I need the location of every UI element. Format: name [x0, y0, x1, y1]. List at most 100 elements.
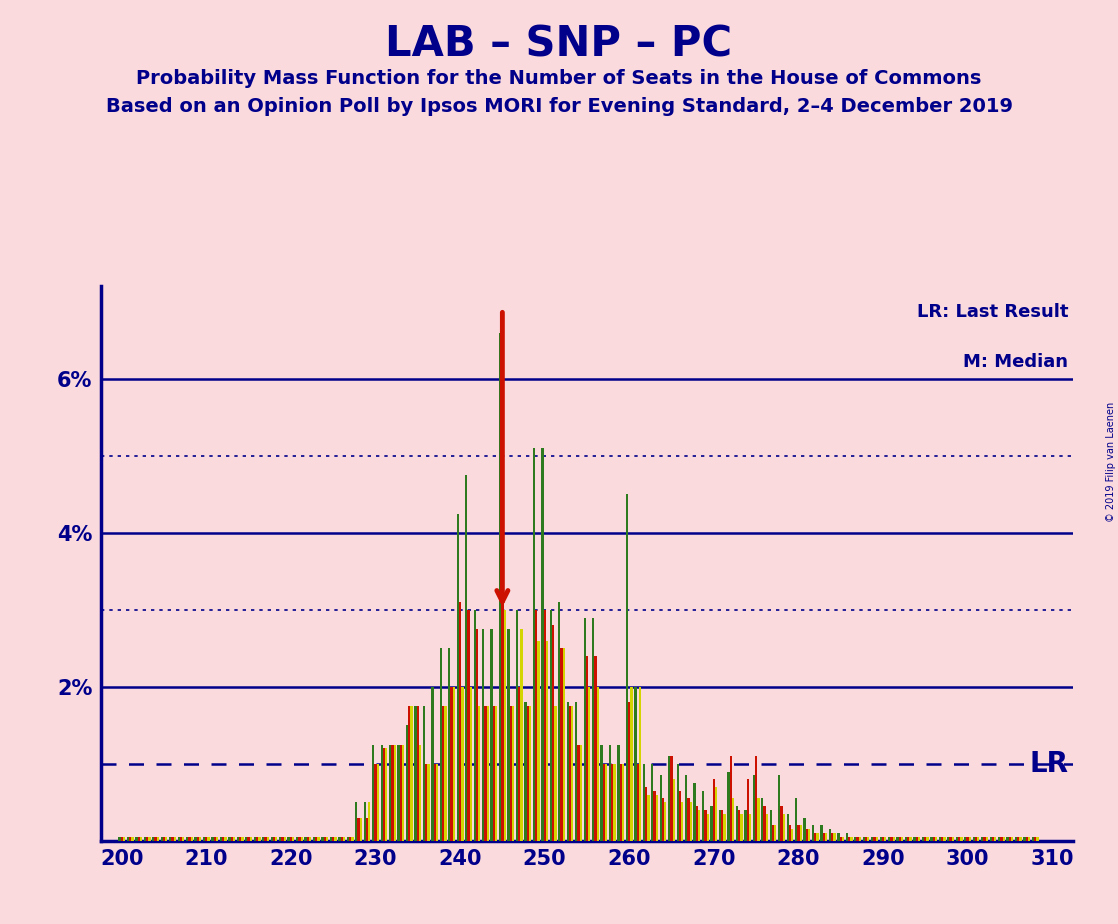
Bar [851, 837, 853, 841]
Bar [935, 837, 937, 841]
Bar [358, 818, 360, 841]
Text: M: Median: M: Median [964, 353, 1069, 371]
Bar [710, 806, 712, 841]
Bar [761, 798, 764, 841]
Bar [738, 810, 740, 841]
Bar [736, 806, 738, 841]
Bar [941, 837, 944, 841]
Text: © 2019 Filip van Laenen: © 2019 Filip van Laenen [1106, 402, 1116, 522]
Bar [144, 837, 146, 841]
Bar [406, 725, 408, 841]
Bar [171, 837, 173, 841]
Bar [799, 825, 802, 841]
Bar [600, 745, 603, 841]
Bar [888, 837, 890, 841]
Bar [247, 837, 249, 841]
Bar [197, 837, 199, 841]
Bar [356, 802, 358, 841]
Bar [149, 837, 151, 841]
Bar [597, 687, 599, 841]
Bar [890, 837, 892, 841]
Bar [131, 837, 134, 841]
Bar [899, 837, 901, 841]
Bar [154, 837, 157, 841]
Bar [562, 649, 565, 841]
Bar [584, 617, 586, 841]
Bar [880, 837, 882, 841]
Bar [595, 656, 597, 841]
Bar [732, 798, 735, 841]
Bar [656, 795, 659, 841]
Bar [913, 837, 916, 841]
Bar [707, 814, 709, 841]
Bar [702, 791, 704, 841]
Bar [1006, 837, 1008, 841]
Bar [347, 837, 349, 841]
Bar [188, 837, 190, 841]
Bar [609, 745, 612, 841]
Bar [654, 791, 656, 841]
Bar [989, 837, 992, 841]
Bar [323, 837, 325, 841]
Bar [960, 837, 963, 841]
Bar [451, 687, 453, 841]
Bar [916, 837, 918, 841]
Bar [309, 837, 311, 841]
Bar [157, 837, 159, 841]
Bar [499, 333, 501, 841]
Bar [394, 745, 396, 841]
Bar [626, 494, 628, 841]
Bar [704, 810, 707, 841]
Bar [135, 837, 138, 841]
Bar [195, 837, 197, 841]
Bar [375, 764, 377, 841]
Bar [795, 798, 797, 841]
Bar [859, 837, 861, 841]
Bar [603, 764, 605, 841]
Bar [203, 837, 206, 841]
Bar [508, 629, 510, 841]
Bar [265, 837, 267, 841]
Bar [321, 837, 323, 841]
Bar [868, 837, 870, 841]
Bar [757, 798, 759, 841]
Bar [503, 610, 505, 841]
Bar [638, 687, 641, 841]
Bar [745, 810, 747, 841]
Bar [956, 837, 958, 841]
Bar [845, 833, 849, 841]
Bar [662, 798, 664, 841]
Bar [510, 706, 512, 841]
Bar [771, 825, 774, 841]
Bar [434, 764, 436, 841]
Bar [792, 830, 794, 841]
Bar [685, 775, 688, 841]
Bar [612, 764, 614, 841]
Bar [865, 837, 868, 841]
Bar [994, 837, 996, 841]
Bar [343, 837, 345, 841]
Bar [419, 745, 421, 841]
Bar [755, 756, 757, 841]
Bar [520, 629, 523, 841]
Bar [714, 787, 718, 841]
Bar [417, 706, 419, 841]
Bar [628, 702, 631, 841]
Bar [400, 745, 402, 841]
Text: Probability Mass Function for the Number of Seats in the House of Commons: Probability Mass Function for the Number… [136, 69, 982, 89]
Bar [719, 810, 721, 841]
Bar [495, 706, 498, 841]
Bar [593, 617, 595, 841]
Bar [459, 602, 462, 841]
Bar [512, 706, 514, 841]
Text: LAB – SNP – PC: LAB – SNP – PC [386, 23, 732, 65]
Bar [493, 706, 495, 841]
Bar [1025, 837, 1027, 841]
Bar [199, 837, 201, 841]
Bar [555, 706, 557, 841]
Bar [318, 837, 320, 841]
Bar [408, 706, 410, 841]
Bar [436, 764, 438, 841]
Bar [927, 837, 929, 841]
Bar [849, 837, 851, 841]
